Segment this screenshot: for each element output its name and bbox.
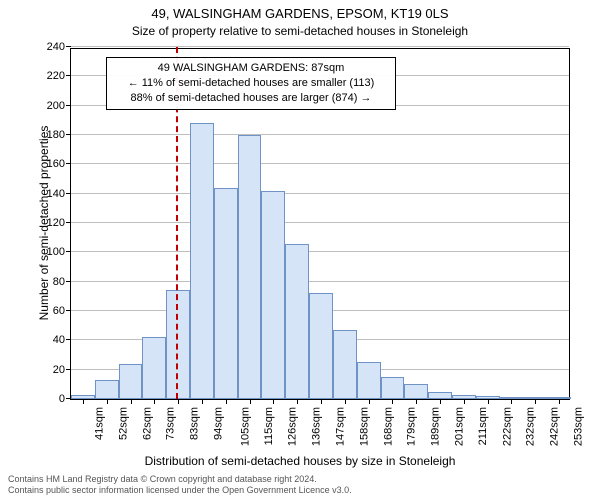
x-tick-mark <box>321 399 322 404</box>
y-tick-label: 40 <box>53 334 71 346</box>
x-tick-mark <box>226 399 227 404</box>
grid-line <box>71 193 569 194</box>
x-tick-mark <box>345 399 346 404</box>
x-tick-mark <box>297 399 298 404</box>
chart-subtitle: Size of property relative to semi-detach… <box>0 24 600 38</box>
chart-container: 49, WALSINGHAM GARDENS, EPSOM, KT19 0LS … <box>0 0 600 500</box>
y-tick-label: 20 <box>53 364 71 376</box>
x-tick-mark <box>511 399 512 404</box>
x-tick-mark <box>392 399 393 404</box>
grid-line <box>71 222 569 223</box>
x-tick-label: 115sqm <box>263 407 275 445</box>
histogram-bar <box>214 188 238 399</box>
x-tick-label: 222sqm <box>501 407 513 446</box>
x-tick-label: 189sqm <box>430 407 442 446</box>
x-tick-label: 201sqm <box>454 407 466 446</box>
y-tick-label: 120 <box>47 217 71 229</box>
x-tick-label: 179sqm <box>406 407 418 446</box>
x-tick-label: 253sqm <box>573 407 585 446</box>
histogram-bar <box>190 123 214 399</box>
histogram-bar <box>166 290 190 399</box>
histogram-bar <box>119 364 143 399</box>
grid-line <box>71 163 569 164</box>
x-tick-label: 147sqm <box>335 407 347 446</box>
x-tick-mark <box>369 399 370 404</box>
x-tick-mark <box>154 399 155 404</box>
x-tick-label: 41sqm <box>93 407 105 440</box>
annotation-line: 88% of semi-detached houses are larger (… <box>113 91 389 106</box>
x-tick-label: 168sqm <box>382 407 394 446</box>
histogram-bar <box>95 380 119 399</box>
x-tick-mark <box>440 399 441 404</box>
y-tick-label: 200 <box>47 100 71 112</box>
annotation-line: 49 WALSINGHAM GARDENS: 87sqm <box>113 61 389 76</box>
histogram-bar <box>357 362 381 399</box>
histogram-bar <box>333 330 357 399</box>
y-tick-label: 0 <box>59 393 71 405</box>
histogram-bar <box>381 377 405 399</box>
x-tick-label: 242sqm <box>549 407 561 446</box>
x-tick-mark <box>535 399 536 404</box>
x-tick-label: 83sqm <box>189 407 201 440</box>
x-tick-label: 136sqm <box>311 407 323 446</box>
chart-title: 49, WALSINGHAM GARDENS, EPSOM, KT19 0LS <box>0 6 600 21</box>
x-tick-label: 211sqm <box>477 407 489 445</box>
annotation-line: ← 11% of semi-detached houses are smalle… <box>113 76 389 91</box>
y-tick-label: 100 <box>47 246 71 258</box>
grid-line <box>71 251 569 252</box>
histogram-bar <box>404 384 428 399</box>
grid-line <box>71 281 569 282</box>
grid-line <box>71 134 569 135</box>
y-tick-label: 180 <box>47 129 71 141</box>
histogram-bar <box>285 244 309 399</box>
x-tick-label: 126sqm <box>287 407 299 446</box>
x-tick-label: 94sqm <box>212 407 224 440</box>
x-tick-label: 105sqm <box>239 407 251 446</box>
histogram-bar <box>428 392 452 399</box>
x-tick-mark <box>178 399 179 404</box>
plot-area: 02040608010012014016018020022024041sqm52… <box>70 48 570 400</box>
y-tick-label: 160 <box>47 158 71 170</box>
x-tick-mark <box>83 399 84 404</box>
x-tick-mark <box>416 399 417 404</box>
y-tick-label: 140 <box>47 188 71 200</box>
x-tick-mark <box>107 399 108 404</box>
y-tick-label: 60 <box>53 305 71 317</box>
histogram-bar <box>261 191 285 399</box>
y-tick-label: 220 <box>47 70 71 82</box>
x-tick-label: 158sqm <box>358 407 370 446</box>
x-tick-mark <box>464 399 465 404</box>
x-tick-mark <box>202 399 203 404</box>
footer-line1: Contains HM Land Registry data © Crown c… <box>8 474 352 485</box>
x-tick-mark <box>131 399 132 404</box>
x-tick-label: 73sqm <box>165 407 177 440</box>
footer-line2: Contains public sector information licen… <box>8 485 352 496</box>
x-tick-mark <box>559 399 560 404</box>
x-tick-mark <box>488 399 489 404</box>
x-tick-label: 62sqm <box>141 407 153 440</box>
histogram-bar <box>238 135 262 399</box>
histogram-bar <box>309 293 333 399</box>
x-tick-label: 52sqm <box>117 407 129 440</box>
grid-line <box>71 46 569 47</box>
y-tick-label: 240 <box>47 41 71 53</box>
annotation-box: 49 WALSINGHAM GARDENS: 87sqm← 11% of sem… <box>106 57 396 110</box>
x-tick-label: 232sqm <box>525 407 537 446</box>
y-tick-label: 80 <box>53 276 71 288</box>
histogram-bar <box>142 337 166 399</box>
x-tick-mark <box>250 399 251 404</box>
footer-attribution: Contains HM Land Registry data © Crown c… <box>8 474 352 496</box>
x-tick-mark <box>273 399 274 404</box>
x-axis-label: Distribution of semi-detached houses by … <box>0 454 600 468</box>
